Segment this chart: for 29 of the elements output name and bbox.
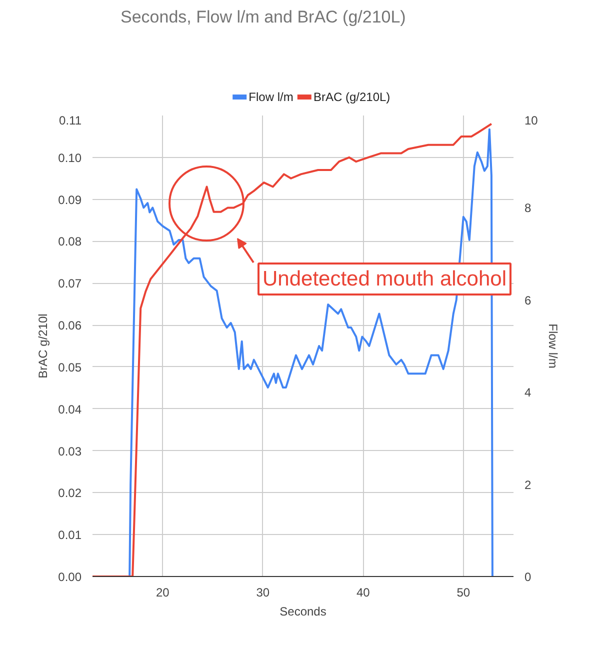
y-tick-label: 0.06 [58, 318, 82, 333]
y-axis-title: BrAC g/210l [36, 314, 50, 378]
y2-axis-title: Flow l/m [546, 324, 560, 368]
y2-tick-label: 10 [524, 114, 538, 128]
y-tick-label: 0.10 [58, 150, 82, 165]
y2-tick-label: 0 [524, 570, 532, 584]
y2-tick-label: 2 [524, 478, 532, 492]
y-tick-label: 0.07 [58, 276, 82, 291]
y-tick-label: 0.03 [58, 444, 82, 458]
y-tick-label: 0.08 [58, 234, 82, 249]
x-tick-label: 40 [356, 586, 370, 600]
chart-title: Seconds, Flow l/m and BrAC (g/210L) [120, 8, 406, 26]
y-tick-label: 0.09 [58, 192, 82, 207]
y2-tick-label: 4 [524, 386, 532, 400]
y-tick-label: 0.02 [58, 486, 82, 500]
y-tick-label: 0.01 [58, 528, 82, 542]
y2-tick-label: 8 [524, 201, 532, 216]
legend-label: BrAC (g/210L) [313, 90, 390, 104]
legend-label: Flow l/m [248, 90, 294, 104]
y-tick-label: 0.05 [58, 360, 82, 374]
y2-tick-label: 6 [524, 293, 532, 308]
x-axis-title: Seconds [280, 604, 326, 618]
x-tick-label: 20 [156, 586, 170, 600]
y-tick-label: 0.00 [58, 570, 82, 584]
y-tick-label: 0.11 [59, 114, 82, 128]
x-tick-label: 30 [256, 586, 270, 600]
annotation: Undetected mouth alcohol [262, 268, 506, 290]
x-tick-label: 50 [456, 586, 470, 600]
y-tick-label: 0.04 [58, 402, 82, 416]
